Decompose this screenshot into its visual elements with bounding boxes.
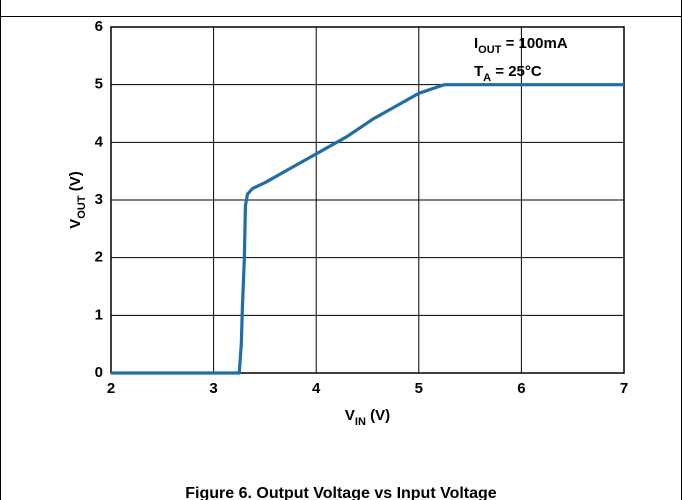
x-tick-label: 2 xyxy=(107,380,115,397)
y-axis-label-main: V xyxy=(67,219,84,229)
x-axis-label-rest: (V) xyxy=(366,407,390,424)
y-tick-label: 5 xyxy=(95,76,103,93)
annotation-main: T xyxy=(474,63,483,80)
caption: Figure 6. Output Voltage vs Input Voltag… xyxy=(185,485,497,500)
x-tick-label: 3 xyxy=(209,380,217,397)
y-axis-label-sub: OUT xyxy=(76,195,88,219)
x-tick-label: 5 xyxy=(415,380,423,397)
y-tick-label: 1 xyxy=(95,306,103,323)
annotation-main: I xyxy=(474,35,478,52)
data-line xyxy=(111,83,624,375)
y-tick-label: 4 xyxy=(95,133,104,150)
y-tick-label: 0 xyxy=(95,364,103,381)
plot-frame xyxy=(110,26,625,374)
annotation-rest: = 100mA xyxy=(501,35,567,52)
y-axis-label: VOUT (V) xyxy=(67,171,88,228)
annotation: TA = 25°C xyxy=(474,63,542,84)
x-axis-label-sub: IN xyxy=(355,416,366,428)
y-tick-label: 3 xyxy=(95,191,103,208)
x-tick-label: 4 xyxy=(312,380,321,397)
x-axis-label-main: V xyxy=(345,407,355,424)
annotation-sub: OUT xyxy=(478,44,502,56)
annotation: IOUT = 100mA xyxy=(474,35,568,56)
annotation-rest: = 25°C xyxy=(491,63,542,80)
y-axis-label-rest: (V) xyxy=(67,171,84,195)
y-tick-label: 6 xyxy=(95,18,103,35)
y-tick-label: 2 xyxy=(95,249,103,266)
x-tick-label: 6 xyxy=(517,380,525,397)
annotation-sub: A xyxy=(483,72,491,84)
x-tick-label: 7 xyxy=(620,380,628,397)
x-axis-label: VIN (V) xyxy=(345,407,390,428)
